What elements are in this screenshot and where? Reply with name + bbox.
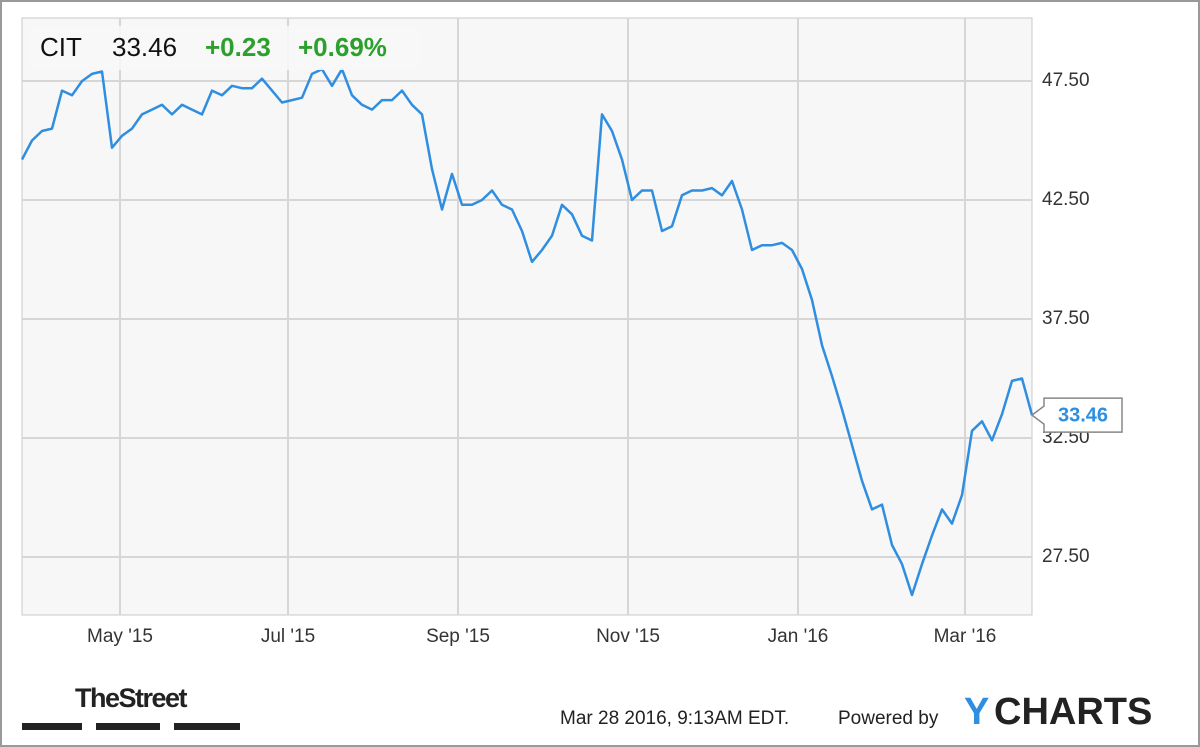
series	[20, 67, 1034, 597]
timestamp: Mar 28 2016, 9:13AM EDT.	[560, 708, 789, 729]
last-value-label: 33.46	[1058, 404, 1108, 426]
brand: TheStreet	[22, 683, 240, 730]
logo-rest: CHARTS	[994, 691, 1152, 733]
y-tick-label: 47.50	[1042, 70, 1090, 91]
x-tick-label: Jan '16	[768, 626, 829, 647]
powered-by: Powered by	[838, 708, 939, 729]
header-box	[30, 26, 422, 70]
change: +0.23	[205, 32, 271, 62]
brand-text: TheStreet	[75, 683, 188, 713]
change-pct: +0.69%	[298, 32, 387, 62]
x-tick-label: Nov '15	[596, 626, 660, 647]
x-tick-label: Mar '16	[934, 626, 997, 647]
x-tick-label: Sep '15	[426, 626, 490, 647]
x-tick-label: May '15	[87, 626, 153, 647]
last-price: 33.46	[112, 32, 177, 62]
logo-y: Y	[964, 691, 989, 733]
y-tick-label: 27.50	[1042, 546, 1090, 567]
last-value-box	[1030, 397, 1123, 433]
ticker: CIT	[40, 32, 82, 62]
brand-bar	[96, 723, 160, 730]
price-line	[20, 67, 1034, 597]
y-tick-label: 37.50	[1042, 308, 1090, 329]
brand-bar	[174, 723, 240, 730]
plot-area	[21, 17, 1033, 616]
x-tick-label: Jul '15	[261, 626, 315, 647]
grid	[22, 18, 1032, 615]
brand-bar	[22, 723, 82, 730]
y-tick-label: 42.50	[1042, 189, 1090, 210]
